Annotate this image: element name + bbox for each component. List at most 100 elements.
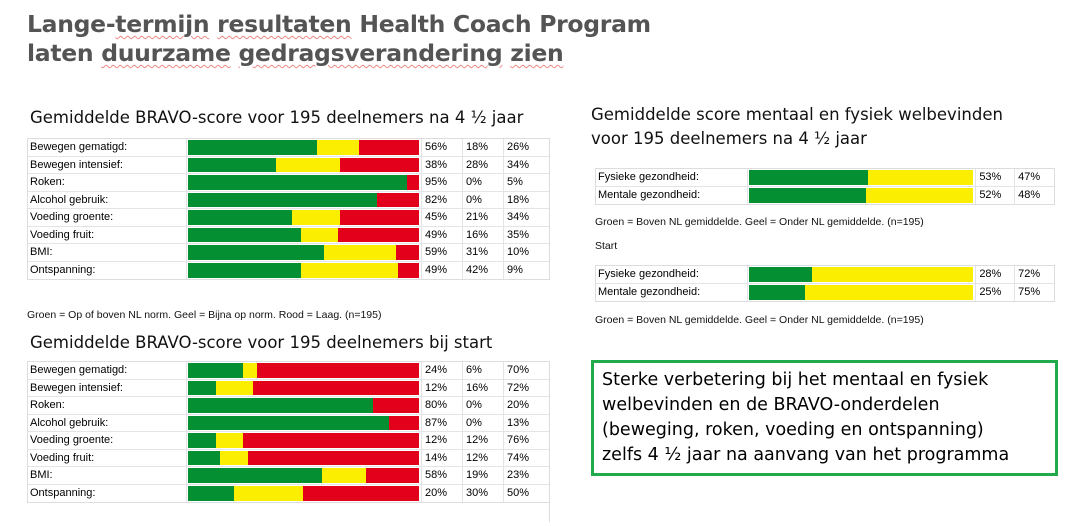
stacked-bar	[187, 467, 422, 484]
percent-label: 58%	[422, 467, 463, 484]
percent-label: 24%	[422, 362, 463, 379]
table-row: Fysieke gezondheid: 53% 47%	[596, 169, 1054, 187]
bar-segment-0	[188, 450, 221, 465]
category-label: Bewegen gematigd:	[28, 139, 187, 156]
title-text: gedragsverandering	[238, 39, 503, 67]
bravo-4yr-table: Bewegen gematigd: 56% 18% 26% Bewegen intens…	[27, 138, 550, 280]
category-label: BMI:	[28, 244, 187, 261]
category-label: Roken:	[28, 397, 187, 414]
percent-label: 28%	[463, 156, 504, 173]
percent-label: 0%	[463, 414, 504, 431]
percent-label: 47%	[1018, 171, 1041, 183]
title-text: laten	[27, 39, 102, 67]
category-label: Voeding groente:	[28, 209, 187, 226]
table-row: Voeding fruit: 49% 16% 35%	[28, 226, 549, 244]
bar-segment-1	[868, 170, 974, 185]
bar-segment-1	[812, 267, 974, 282]
bar-segment-2	[338, 227, 419, 242]
percent-label: 9%	[507, 263, 523, 276]
category-label: Alcohol gebruik:	[28, 414, 187, 431]
bar-segment-1	[805, 284, 974, 300]
bar-segment-2	[407, 175, 419, 190]
percent-label: 75%	[1018, 285, 1041, 298]
category-label: Fysieke gezondheid:	[596, 169, 749, 186]
percent-label: 18%	[507, 193, 530, 206]
category-label: Voeding fruit:	[28, 449, 187, 466]
stacked-bar	[187, 362, 422, 379]
percent-label: 49%	[422, 226, 463, 243]
category-label: Alcohol gebruik:	[28, 191, 187, 208]
table-row: Ontspanning: 20% 30% 50%	[28, 484, 549, 502]
stacked-bar	[187, 209, 422, 226]
conclusion-line: Sterke verbetering bij het mentaal en fy…	[602, 370, 989, 390]
bar-segment-2	[358, 140, 419, 155]
conclusion-line: (beweging, roken, voeding en ontspanning…	[602, 420, 984, 440]
percent-label: 12%	[463, 449, 504, 466]
percent-label: 12%	[422, 432, 463, 449]
stacked-bar	[187, 226, 422, 243]
table-row: Voeding groente: 45% 21% 34%	[28, 209, 549, 227]
percent-label: 28%	[976, 266, 1016, 283]
table-row: Fysieke gezondheid: 28% 72%	[596, 266, 1054, 284]
bar-segment-0	[188, 140, 318, 155]
bar-segment-1	[215, 380, 253, 395]
stacked-bar	[187, 139, 422, 156]
bar-segment-1	[243, 363, 258, 378]
percent-label: 56%	[422, 139, 463, 156]
percent-label: 20%	[422, 484, 463, 502]
percent-label: 6%	[463, 362, 504, 379]
stacked-bar	[187, 414, 422, 431]
stacked-bar	[748, 186, 977, 204]
percent-label: 95%	[422, 174, 463, 191]
category-label: Fysieke gezondheid:	[596, 266, 749, 283]
bar-segment-2	[372, 398, 419, 413]
bar-segment-1	[301, 262, 399, 278]
percent-label: 13%	[507, 416, 530, 429]
bar-segment-1	[321, 468, 366, 483]
bar-segment-0	[749, 170, 869, 185]
percent-label: 70%	[507, 364, 530, 376]
table-row: Alcohol gebruik: 82% 0% 18%	[28, 191, 549, 209]
title-text: termijn	[115, 10, 210, 38]
percent-label: 49%	[422, 261, 463, 279]
bar-segment-2	[252, 380, 419, 395]
percent-label: 34%	[507, 158, 530, 171]
percent-label: 0%	[463, 191, 504, 208]
title-line: voor 195 deelnemers na 4 ½ jaar	[591, 129, 867, 148]
stacked-bar	[748, 283, 977, 301]
table-row: BMI: 58% 19% 23%	[28, 467, 549, 485]
table-row: Voeding groente: 12% 12% 76%	[28, 432, 549, 450]
percent-label: 35%	[507, 228, 530, 241]
percent-label: 16%	[463, 379, 504, 396]
bar-segment-1	[215, 433, 244, 448]
stacked-bar	[187, 191, 422, 208]
table-row: Roken: 80% 0% 20%	[28, 397, 549, 415]
divider	[549, 500, 550, 522]
percent-label: 0%	[463, 174, 504, 191]
bar-segment-1	[317, 140, 359, 155]
bravo-legend: Groen = Op of boven NL norm. Geel = Bijn…	[27, 309, 382, 321]
stacked-bar	[187, 484, 422, 502]
percent-label: 25%	[976, 283, 1016, 301]
percent-label: 18%	[463, 139, 504, 156]
category-label: Voeding fruit:	[28, 226, 187, 243]
title-text	[231, 39, 239, 67]
bar-segment-2	[303, 485, 419, 501]
table-row: Mentale gezondheid: 25% 75%	[596, 283, 1054, 301]
percent-label: 21%	[463, 209, 504, 226]
conclusion-line: welbevinden en de BRAVO-onderdelen	[602, 395, 940, 415]
percent-label: 0%	[463, 397, 504, 414]
bar-segment-0	[188, 157, 276, 172]
wellbeing-4yr-title: Gemiddelde score mentaal en fysiek welbe…	[591, 103, 1003, 151]
wellbeing-start-table: Fysieke gezondheid: 28% 72% Mentale gezondh…	[595, 265, 1055, 302]
bar-segment-0	[188, 468, 322, 483]
category-label: Bewegen intensief:	[28, 379, 187, 396]
bar-segment-1	[291, 210, 341, 225]
percent-label: 76%	[507, 434, 530, 446]
bar-segment-1	[220, 450, 249, 465]
table-row: Bewegen intensief: 38% 28% 34%	[28, 156, 549, 174]
bar-segment-0	[188, 245, 325, 260]
stacked-bar	[748, 266, 977, 283]
title-line-2: laten duurzame gedragsverandering zien	[27, 39, 651, 68]
page-title: Lange-termijn resultaten Health Coach Pr…	[27, 10, 651, 68]
